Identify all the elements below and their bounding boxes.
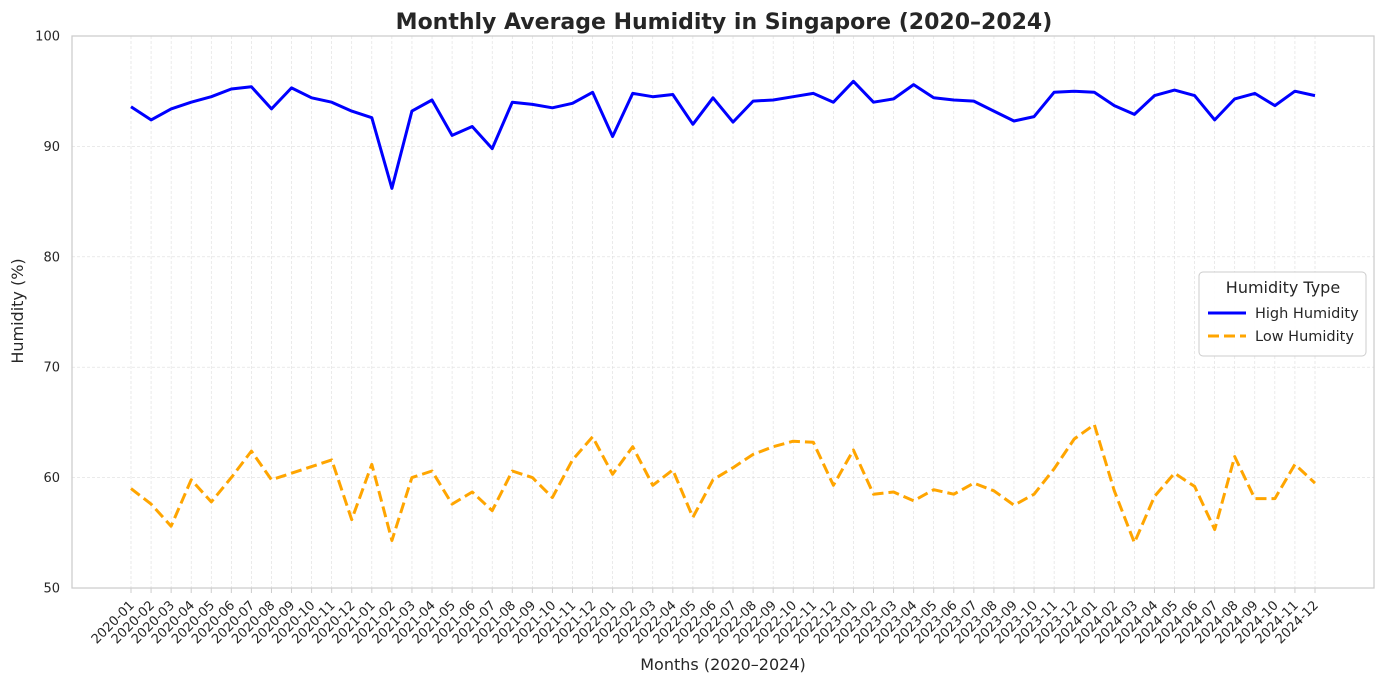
series-line-low-humidity (130, 423, 1317, 545)
series-line-high-humidity (130, 79, 1316, 190)
legend-items: High Humidity Low Humidity (1208, 306, 1359, 345)
y-tick-label: 60 (43, 471, 60, 486)
y-tick-label: 80 (43, 250, 60, 265)
legend-title: Humidity Type (1226, 278, 1340, 297)
grid-lines (72, 35, 1374, 589)
plot-frame (71, 35, 1375, 589)
y-tick-label: 90 (43, 140, 60, 155)
y-axis-ticks: 50 60 70 80 90 100 (35, 30, 60, 597)
x-axis-label: Months (2020–2024) (640, 655, 806, 674)
y-axis-label: Humidity (%) (8, 258, 27, 363)
legend-label: Low Humidity (1255, 329, 1354, 345)
series-lines (130, 79, 1317, 545)
legend-label: High Humidity (1255, 306, 1359, 322)
chart-title: Monthly Average Humidity in Singapore (2… (396, 10, 1053, 35)
y-tick-label: 100 (35, 30, 60, 45)
y-tick-label: 50 (43, 582, 60, 597)
legend: Humidity Type High Humidity Low Humidity (1198, 271, 1367, 357)
x-axis-ticks: 2020-012020-022020-032020-042020-052020-… (89, 588, 1322, 647)
y-tick-label: 70 (43, 361, 60, 376)
